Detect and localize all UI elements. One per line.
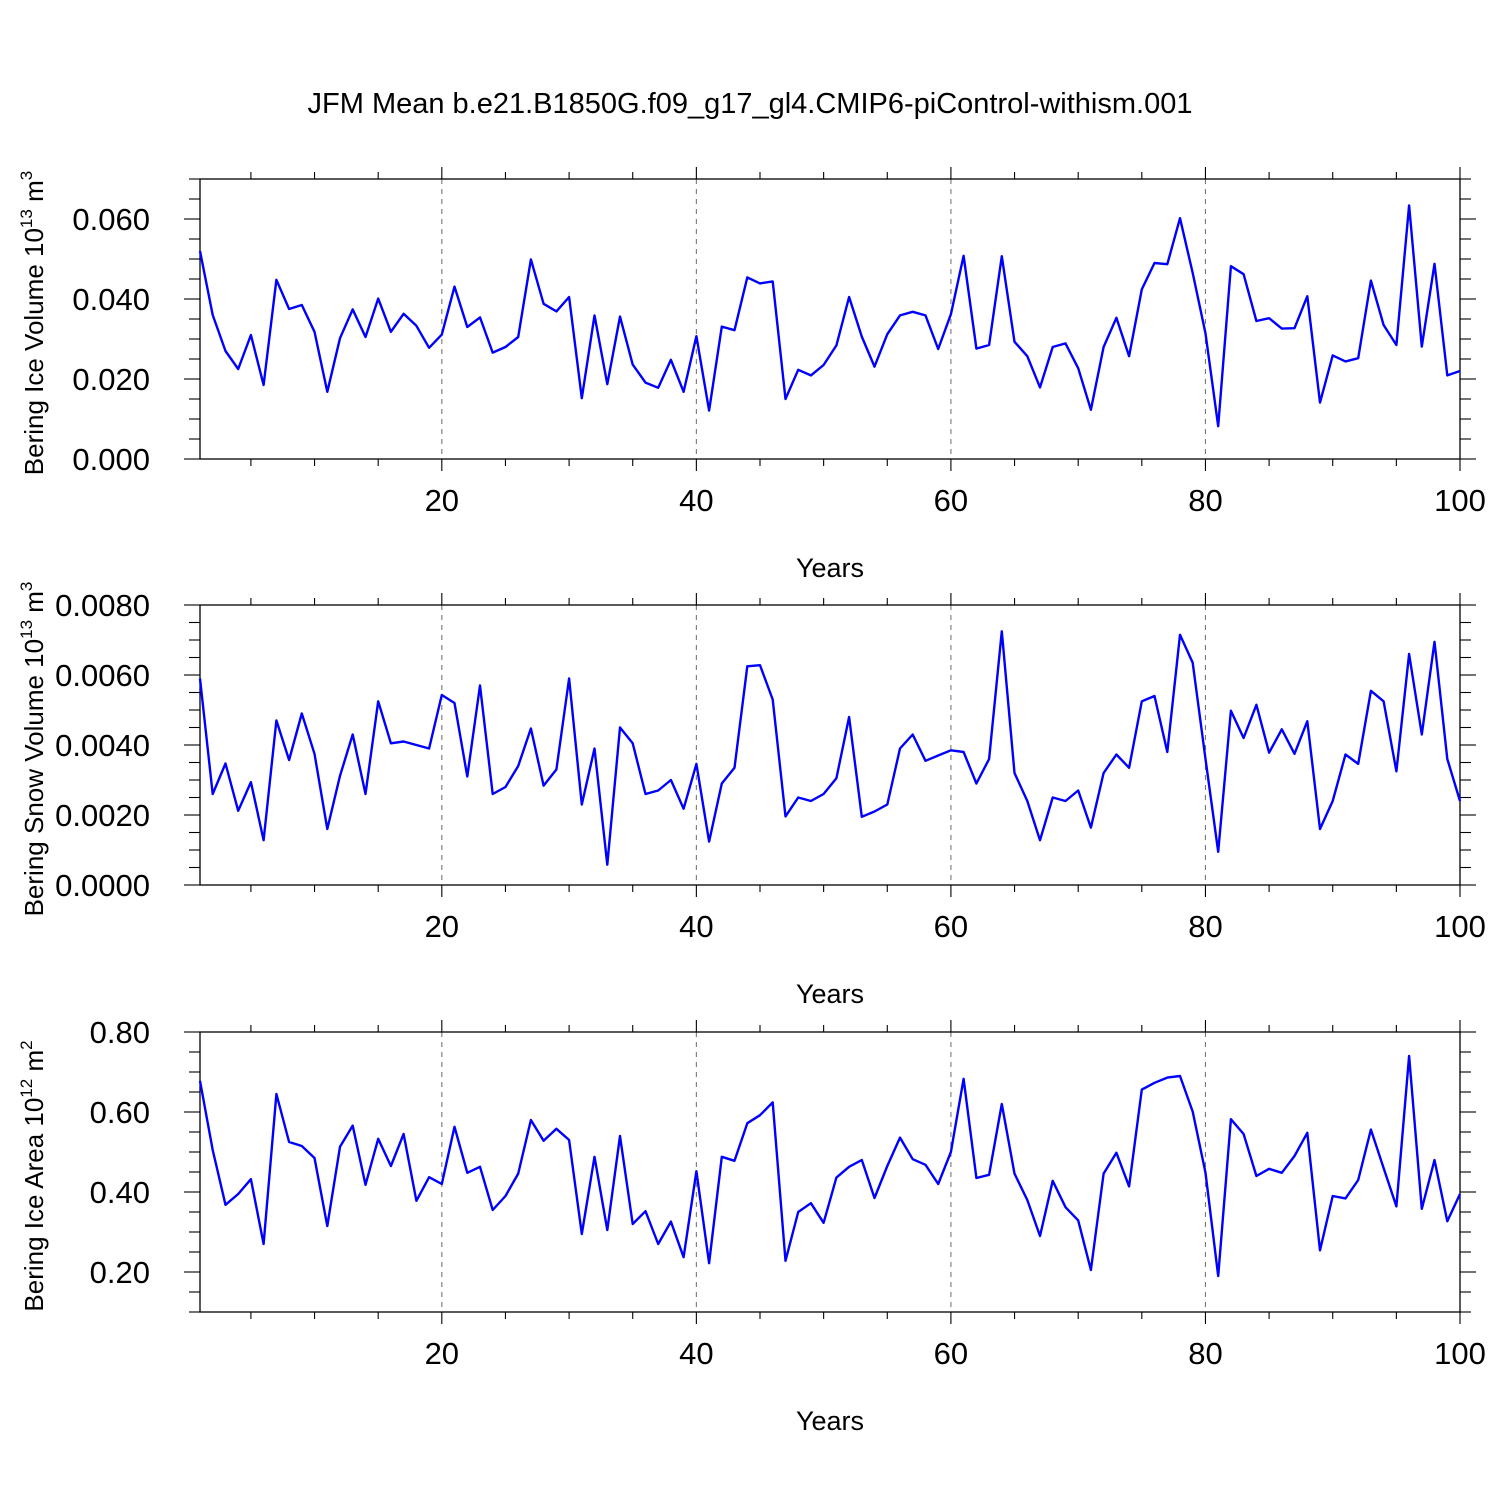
y-axis-label: Bering Ice Area 1012 m2 bbox=[8, 1040, 49, 1311]
y-axis-label-ylabel-unit-base: 10 bbox=[19, 228, 49, 257]
y-tick-label: 0.0080 bbox=[55, 588, 150, 623]
x-tick-label: 20 bbox=[425, 483, 459, 518]
panels: 20 40 60 80 100 0.000 0.020 0.040 0.060 Years Beri… bbox=[8, 167, 1486, 1436]
y-axis-label: Bering Snow Volume 1013 m3 bbox=[8, 582, 49, 917]
y-axis-label-ylabel-unit-exp: 12 bbox=[17, 1079, 36, 1098]
y-tick-label: 0.20 bbox=[90, 1255, 150, 1290]
plot-frame bbox=[199, 604, 1461, 886]
plot-frame bbox=[199, 1031, 1461, 1313]
y-axis-label-ylabel-unit-base: 10 bbox=[19, 1098, 49, 1127]
y-axis-label: Bering Ice Volume 1013 m3 bbox=[8, 171, 49, 475]
y-tick-label: 0.0000 bbox=[55, 868, 150, 903]
y-axis-label-ylabel-unit-tail-exp: 3 bbox=[17, 582, 36, 591]
x-tick-label: 100 bbox=[1434, 483, 1486, 518]
label-space bbox=[8, 1072, 38, 1079]
x-tick-label: 60 bbox=[934, 909, 968, 944]
y-axis-label-ylabel: Bering Ice Area bbox=[19, 1133, 49, 1311]
x-tick-label: 40 bbox=[679, 909, 713, 944]
x-tick-label: 40 bbox=[679, 1336, 713, 1371]
y-tick-label: 0.000 bbox=[72, 442, 150, 477]
x-tick-label: 80 bbox=[1188, 483, 1222, 518]
x-tick-label: 100 bbox=[1434, 909, 1486, 944]
series-line bbox=[198, 204, 1461, 428]
y-axis-label-ylabel-unit-exp: 13 bbox=[17, 209, 36, 228]
y-axis-label-ylabel: Bering Ice Volume bbox=[19, 264, 49, 475]
y-tick-label: 0.60 bbox=[90, 1095, 150, 1130]
label-space bbox=[8, 613, 38, 620]
x-tick-label: 80 bbox=[1188, 909, 1222, 944]
y-tick-label: 0.0020 bbox=[55, 798, 150, 833]
y-tick-label: 0.020 bbox=[72, 362, 150, 397]
x-tick-label: 20 bbox=[425, 909, 459, 944]
panel-2: 20 40 60 80 100 0.0000 0.0020 0.0040 0.0060 0.008… bbox=[8, 582, 1486, 1009]
series-line bbox=[198, 1054, 1462, 1278]
y-tick-label: 0.040 bbox=[72, 282, 150, 317]
series-line bbox=[198, 630, 1462, 866]
label-space bbox=[19, 257, 49, 264]
y-axis-label-ylabel-unit-tail: m bbox=[19, 591, 49, 613]
y-axis-label-ylabel-unit-tail: m bbox=[19, 1050, 49, 1072]
y-axis-label-ylabel: Bering Snow Volume bbox=[19, 675, 49, 916]
x-tick-label: 40 bbox=[679, 483, 713, 518]
y-tick-label: 0.060 bbox=[72, 202, 150, 237]
x-tick-label: 60 bbox=[934, 483, 968, 518]
x-tick-label: 20 bbox=[425, 1336, 459, 1371]
y-axis-label-ylabel-unit-exp: 13 bbox=[17, 620, 36, 639]
y-tick-label: 0.0040 bbox=[55, 728, 150, 763]
panel-3: 20 40 60 80 100 0.20 0.40 0.60 0.80 Years Bering I… bbox=[8, 1015, 1486, 1436]
x-axis-label: Years bbox=[796, 1406, 864, 1436]
y-axis-label-ylabel-unit-base: 10 bbox=[19, 639, 49, 668]
label-space bbox=[19, 668, 49, 675]
y-axis-label-ylabel-unit-tail-exp: 3 bbox=[17, 171, 36, 180]
x-tick-label: 60 bbox=[934, 1336, 968, 1371]
y-axis-label-ylabel-unit-tail: m bbox=[19, 180, 49, 202]
chart-title: JFM Mean b.e21.B1850G.f09_g17_gl4.CMIP6-… bbox=[308, 88, 1193, 120]
label-space bbox=[19, 1127, 49, 1134]
y-tick-label: 0.80 bbox=[90, 1015, 150, 1050]
x-axis-label: Years bbox=[796, 553, 864, 583]
x-tick-label: 80 bbox=[1188, 1336, 1222, 1371]
y-tick-label: 0.0060 bbox=[55, 658, 150, 693]
x-axis-label: Years bbox=[796, 979, 864, 1009]
panel-1: 20 40 60 80 100 0.000 0.020 0.040 0.060 Years Beri… bbox=[8, 167, 1486, 583]
x-tick-label: 100 bbox=[1434, 1336, 1486, 1371]
label-space bbox=[8, 202, 38, 209]
y-axis-label-ylabel-unit-tail-exp: 2 bbox=[17, 1040, 36, 1049]
y-tick-label: 0.40 bbox=[90, 1175, 150, 1210]
